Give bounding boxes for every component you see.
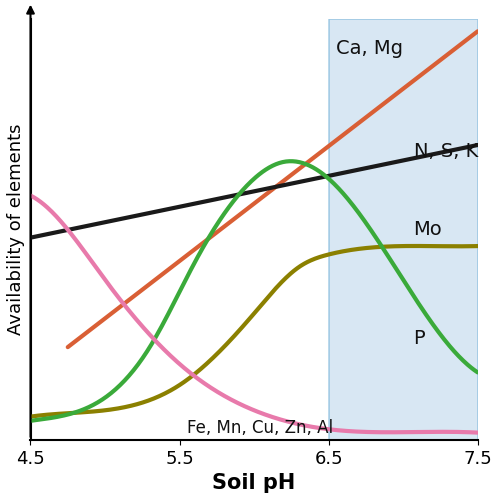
- X-axis label: Soil pH: Soil pH: [213, 473, 296, 493]
- Text: N, S, K: N, S, K: [414, 142, 478, 161]
- Y-axis label: Availability of elements: Availability of elements: [7, 124, 25, 335]
- Text: Fe, Mn, Cu, Zn, Al: Fe, Mn, Cu, Zn, Al: [187, 419, 333, 437]
- Text: Ca, Mg: Ca, Mg: [336, 38, 403, 58]
- Text: Mo: Mo: [414, 220, 442, 238]
- Bar: [329, 18, 478, 440]
- Text: P: P: [414, 329, 425, 348]
